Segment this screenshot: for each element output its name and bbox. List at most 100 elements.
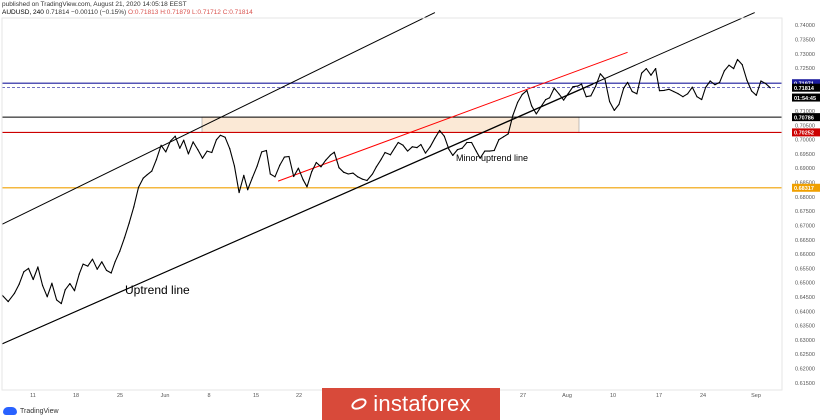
y-tick-label-9: 0.69500	[795, 152, 815, 158]
y-tick-label-16: 0.66000	[795, 252, 815, 258]
price-point-55	[256, 165, 258, 167]
y-tick-label-19: 0.64500	[795, 295, 815, 301]
y-tick-label-12: 0.68000	[795, 195, 815, 201]
price-point-154	[709, 80, 711, 82]
y-tick-label-15: 0.66500	[795, 238, 815, 244]
price-point-50	[233, 165, 236, 167]
y-tick-label-18: 0.65000	[795, 281, 815, 287]
price-point-69	[320, 166, 322, 168]
publish-info: published on TradingView.com, August 21,…	[2, 1, 187, 8]
y-tick-label-20: 0.64000	[795, 309, 815, 315]
x-tick-label-5: 15	[253, 393, 259, 399]
price-point-126	[580, 83, 583, 85]
price-point-162	[746, 79, 748, 81]
price-point-51	[238, 191, 240, 194]
price-point-91	[420, 143, 422, 146]
price-point-102	[470, 141, 473, 144]
channel-upper-line[interactable]	[1, 12, 436, 225]
last-price: 0.71814	[45, 9, 70, 16]
price-point-62	[288, 155, 290, 158]
price-point-72	[333, 151, 335, 153]
price-point-81	[375, 166, 377, 168]
price-label-box-1	[792, 83, 820, 92]
price-point-57	[265, 149, 268, 152]
y-tick-label-10: 0.69000	[795, 166, 815, 172]
price-point-158	[728, 64, 730, 66]
price-point-70	[325, 159, 327, 161]
price-point-2	[13, 292, 16, 294]
tradingview-logo[interactable]: TradingView	[3, 407, 59, 415]
price-point-145	[668, 88, 670, 90]
price-point-63	[293, 175, 295, 178]
y-tick-label-24: 0.62000	[795, 367, 815, 373]
price-point-39	[183, 139, 185, 141]
price-point-77	[357, 176, 359, 178]
price-point-8	[41, 284, 44, 287]
price-point-19	[91, 258, 94, 260]
price-point-114	[526, 89, 528, 91]
price-point-103	[475, 150, 477, 152]
price-point-157	[723, 70, 725, 72]
cloud-icon	[3, 407, 17, 415]
price-point-11	[56, 299, 58, 301]
price-point-84	[389, 154, 392, 156]
price-point-117	[540, 106, 542, 108]
instaforex-watermark: instaforex	[322, 388, 500, 420]
price-point-61	[283, 156, 285, 158]
y-tick-label-1: 0.73500	[795, 37, 815, 43]
price-label-2: 01:54:45	[794, 96, 816, 102]
symbol-header: AUDUSD, 240 0.71814 −0.00110 (−0.15%) O:…	[2, 9, 253, 16]
y-tick-label-14: 0.67000	[795, 223, 815, 229]
price-point-64	[297, 167, 299, 169]
price-point-40	[187, 153, 190, 155]
annotation-0: Uptrend line	[125, 283, 190, 297]
price-point-6	[32, 278, 34, 281]
price-point-47	[219, 134, 221, 136]
price-point-118	[545, 98, 547, 101]
price-point-108	[498, 139, 500, 141]
channel-lower-line[interactable]	[1, 83, 594, 345]
price-point-53	[247, 189, 249, 191]
y-tick-label-8: 0.70000	[795, 138, 815, 144]
price-point-142	[655, 68, 657, 70]
y-tick-label-6: 0.71000	[795, 109, 815, 115]
price-point-130	[599, 73, 601, 75]
x-tick-label-4: 8	[207, 393, 210, 399]
x-tick-label-11: 24	[700, 393, 706, 399]
price-point-37	[174, 135, 176, 137]
price-point-65	[302, 179, 304, 181]
price-point-43	[201, 157, 204, 159]
y-tick-label-11: 0.68500	[795, 181, 815, 187]
price-point-115	[531, 105, 533, 107]
price-point-80	[371, 173, 374, 175]
price-point-107	[493, 149, 495, 152]
price-point-155	[714, 84, 716, 86]
price-label-1: 0.71814	[794, 86, 815, 92]
ohlc-open: O:0.71813	[128, 9, 159, 16]
y-tick-label-3: 0.72500	[795, 66, 815, 72]
price-point-148	[682, 96, 684, 98]
price-point-131	[604, 78, 606, 80]
price-point-3	[18, 283, 20, 285]
price-point-95	[438, 129, 441, 132]
price-point-36	[169, 140, 172, 142]
price-point-113	[521, 93, 523, 96]
price-point-13	[64, 289, 66, 291]
price-point-101	[466, 141, 468, 144]
price-point-111	[512, 114, 514, 116]
price-point-166	[765, 82, 767, 85]
price-point-82	[380, 158, 382, 160]
price-point-49	[229, 148, 231, 150]
price-point-15	[73, 290, 76, 292]
price-point-150	[691, 86, 693, 88]
price-point-4	[23, 271, 25, 273]
y-tick-label-0: 0.74000	[795, 23, 815, 29]
price-point-33	[155, 159, 158, 161]
price-point-56	[261, 151, 263, 153]
x-tick-label-2: 25	[117, 393, 123, 399]
y-tick-label-17: 0.65500	[795, 266, 815, 272]
price-point-133	[613, 109, 615, 112]
price-series-line[interactable]	[1, 58, 771, 305]
price-point-22	[105, 269, 108, 271]
